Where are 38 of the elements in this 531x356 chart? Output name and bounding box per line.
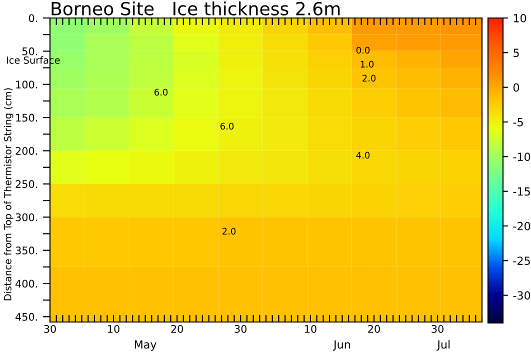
y-tick-label: 100. xyxy=(16,80,38,88)
annotation: 0.0 xyxy=(356,46,370,54)
y-tick-label: 0. xyxy=(28,14,38,22)
x2-tick-label: Jun xyxy=(332,340,350,351)
color-bar-label: -5 xyxy=(513,118,523,126)
y-tick-label: 350. xyxy=(16,246,38,254)
annotation: 4.0 xyxy=(356,152,370,159)
x2-tick-label: Jul xyxy=(436,340,450,351)
color-bar-label: -15 xyxy=(513,187,530,196)
color-bar-label: -10 xyxy=(513,152,530,162)
chart-title: Borneo Site Ice thickness 2.6m xyxy=(52,2,340,16)
annotation: 2.0 xyxy=(222,228,236,235)
x-tick-label: 20 xyxy=(368,324,380,333)
color-bar-label: -30 xyxy=(513,291,530,300)
annotation: 6.0 xyxy=(154,88,168,96)
y-tick-label: 300. xyxy=(16,213,38,222)
color-bar-label: -25 xyxy=(513,256,530,265)
x2-tick-label: May xyxy=(134,340,156,351)
y-tick-label: 250. xyxy=(16,180,38,188)
y-tick-label: 150. xyxy=(16,114,38,122)
color-bar-label: -20 xyxy=(513,222,530,230)
x-tick-label: 20 xyxy=(171,324,183,333)
x-tick-label: 30 xyxy=(234,324,247,333)
annotation: 1.0 xyxy=(360,60,374,68)
annotation: 6.0 xyxy=(220,122,234,130)
x-tick-label: 30 xyxy=(432,324,444,333)
x-tick-label: 10 xyxy=(108,324,120,333)
y-tick-label: 450. xyxy=(16,312,38,321)
y-tick-label: 50. xyxy=(22,47,38,56)
y-tick-label: 200. xyxy=(16,146,38,155)
annotation: 2.0 xyxy=(362,74,376,82)
y-tick-label: 400. xyxy=(16,280,38,288)
color-bar-label: 0 xyxy=(513,83,520,92)
x-tick-label: 30 xyxy=(44,324,56,333)
y-axis-title: Distance from Top of Thermistor String (cm) xyxy=(4,88,14,300)
color-bar-label: 5 xyxy=(514,48,519,58)
color-bar-label: 10 xyxy=(514,14,526,22)
x-tick-label: 10 xyxy=(304,324,316,333)
